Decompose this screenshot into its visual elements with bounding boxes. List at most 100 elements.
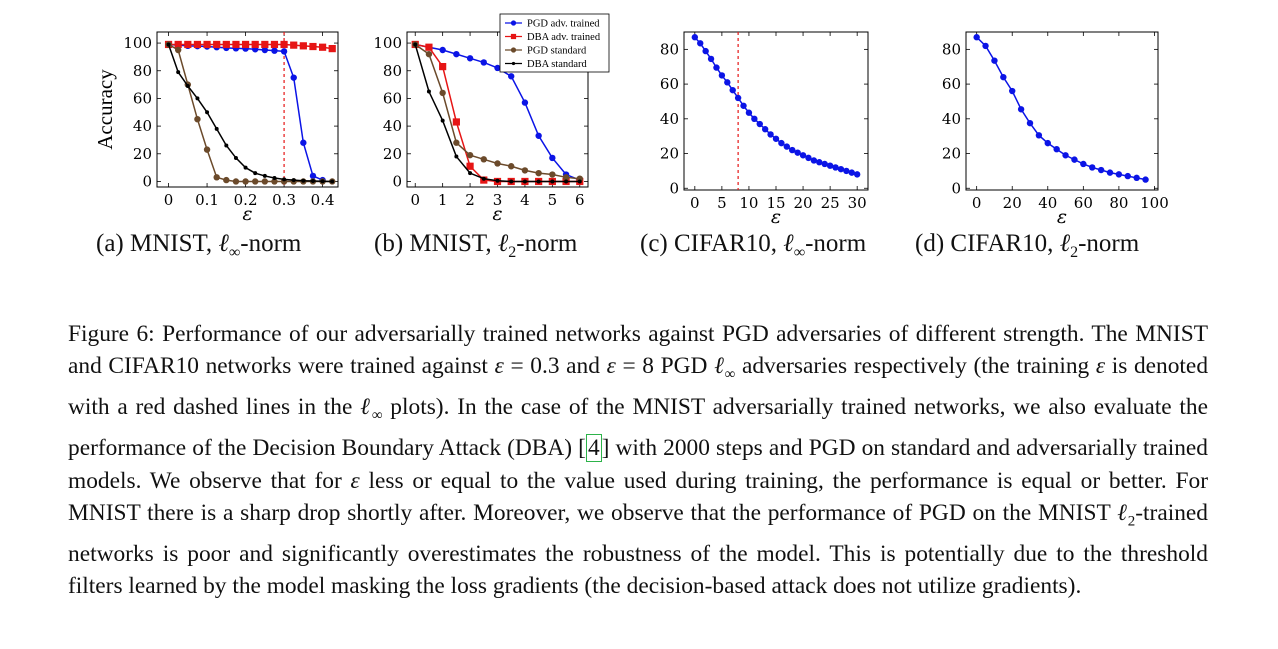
data-point-pgd_std: [223, 176, 230, 184]
data-point-dba_std: [214, 126, 219, 131]
caption-fragment: adversaries respectively (the training: [735, 353, 1096, 380]
subcaption-a: (a) MNIST, ℓ∞-norm: [96, 230, 301, 262]
data-point-pgd_adv: [1115, 171, 1123, 178]
data-point-dba_std: [224, 143, 229, 148]
x-tick-label: 20: [1003, 194, 1022, 212]
x-tick-label: 4: [520, 191, 530, 209]
data-point-pgd_std: [242, 178, 249, 185]
data-point-pgd_adv: [439, 46, 446, 54]
x-axis-label: ε: [242, 203, 252, 225]
data-point-pgd_adv: [729, 86, 736, 94]
data-point-pgd_adv: [1142, 176, 1149, 183]
data-point-dba_adv: [184, 40, 192, 49]
data-point-pgd_std: [549, 171, 556, 178]
data-point-dba_std: [577, 179, 582, 184]
data-point-pgd_adv: [745, 109, 753, 116]
data-point-dba_std: [440, 118, 445, 123]
data-point-dba_std: [253, 171, 258, 176]
data-point-pgd_std: [232, 178, 240, 185]
data-point-pgd_adv: [821, 160, 828, 168]
y-tick-label: 20: [660, 145, 679, 163]
data-point-pgd_std: [271, 178, 278, 185]
data-point-dba_adv: [328, 45, 336, 53]
data-point-dba_std: [291, 178, 296, 183]
y-tick-label: 80: [942, 40, 961, 58]
data-point-dba_adv: [193, 40, 202, 49]
data-point-dba_adv: [452, 118, 460, 126]
x-tick-label: 0.4: [311, 191, 335, 209]
data-point-pgd_adv: [991, 57, 998, 64]
x-axis-label: ε: [771, 206, 781, 228]
data-point-dba_adv: [232, 40, 240, 49]
data-point-pgd_adv: [1053, 145, 1060, 153]
citation-link[interactable]: 4: [585, 434, 602, 463]
plot-frame: [156, 31, 339, 188]
data-point-pgd_adv: [789, 146, 796, 154]
x-tick-label: 6: [575, 191, 585, 209]
y-tick-label: 40: [133, 117, 152, 135]
x-tick-label: 60: [1074, 194, 1093, 212]
x-tick-label: 0.3: [272, 191, 296, 209]
data-point-pgd_adv: [691, 34, 699, 41]
data-point-pgd_adv: [549, 154, 556, 162]
data-point-pgd_std: [203, 146, 211, 153]
y-tick-label: 0: [951, 179, 961, 197]
data-point-pgd_adv: [982, 42, 989, 50]
data-point-pgd_std: [521, 167, 529, 174]
subcaption-b-text: (b) MNIST,: [374, 230, 498, 257]
data-point-pgd_adv: [832, 164, 839, 171]
data-point-pgd_adv: [1080, 160, 1087, 168]
y-tick-label: 60: [660, 75, 679, 93]
data-point-dba_std: [468, 171, 473, 176]
caption-fragment: ∞: [371, 407, 383, 424]
y-tick-label: 20: [942, 145, 961, 163]
data-point-pgd_adv: [1009, 87, 1016, 95]
data-point-pgd_std: [213, 174, 220, 181]
data-point-pgd_adv: [1133, 174, 1140, 182]
subcaption-b-math: ℓ: [497, 230, 509, 257]
data-point-pgd_adv: [290, 74, 297, 81]
caption-fragment: ] with 2000 steps and PGD on standard an…: [68, 435, 1208, 494]
y-tick-label: 60: [133, 89, 152, 107]
data-point-dba_std: [205, 110, 210, 115]
y-tick-label: 20: [383, 145, 402, 163]
data-point-pgd_adv: [1071, 156, 1078, 163]
data-point-dba_std: [262, 173, 267, 178]
data-point-pgd_adv: [1000, 73, 1007, 81]
data-point-dba_adv: [439, 62, 447, 71]
series-line-pgd_adv: [976, 36, 1146, 181]
series-line-pgd_std: [168, 43, 333, 183]
x-tick-label: 20: [794, 194, 813, 212]
data-point-pgd_std: [453, 139, 460, 146]
subcaption-a-sub: ∞: [228, 244, 241, 261]
data-point-pgd_std: [494, 160, 501, 167]
data-point-pgd_adv: [843, 167, 850, 175]
legend-box: [499, 13, 610, 73]
data-point-dba_adv: [213, 40, 221, 49]
subcaption-b-sub: 2: [508, 244, 517, 261]
data-point-pgd_adv: [778, 139, 785, 147]
data-point-pgd_std: [425, 50, 433, 58]
data-point-pgd_adv: [271, 47, 278, 54]
data-point-pgd_adv: [837, 165, 845, 173]
data-point-dba_std: [272, 176, 277, 181]
data-point-pgd_std: [508, 163, 515, 170]
x-axis-label: ε: [492, 203, 502, 225]
legend-label-dba_std: DBA standard: [527, 59, 588, 70]
x-tick-label: 3: [493, 191, 503, 209]
data-point-dba_std: [509, 179, 514, 184]
x-tick-label: 0: [410, 191, 420, 209]
y-tick-label: 40: [942, 110, 961, 128]
x-axis-label: ε: [1057, 206, 1067, 228]
data-point-dba_std: [495, 178, 500, 183]
caption-fragment: -trained networks is poor and significan…: [68, 499, 1208, 600]
subcaption-c: (c) CIFAR10, ℓ∞-norm: [640, 230, 866, 262]
legend-marker-pgd_std: [510, 47, 517, 53]
data-point-pgd_adv: [1017, 106, 1025, 113]
subcaption-c-suffix: -norm: [805, 230, 867, 257]
caption-fragment: is denoted with a red dashed lines in th…: [68, 353, 1209, 421]
x-tick-label: 10: [739, 194, 758, 212]
subcaption-a-suffix: -norm: [240, 230, 302, 257]
subcaption-c-math: ℓ: [783, 230, 794, 257]
